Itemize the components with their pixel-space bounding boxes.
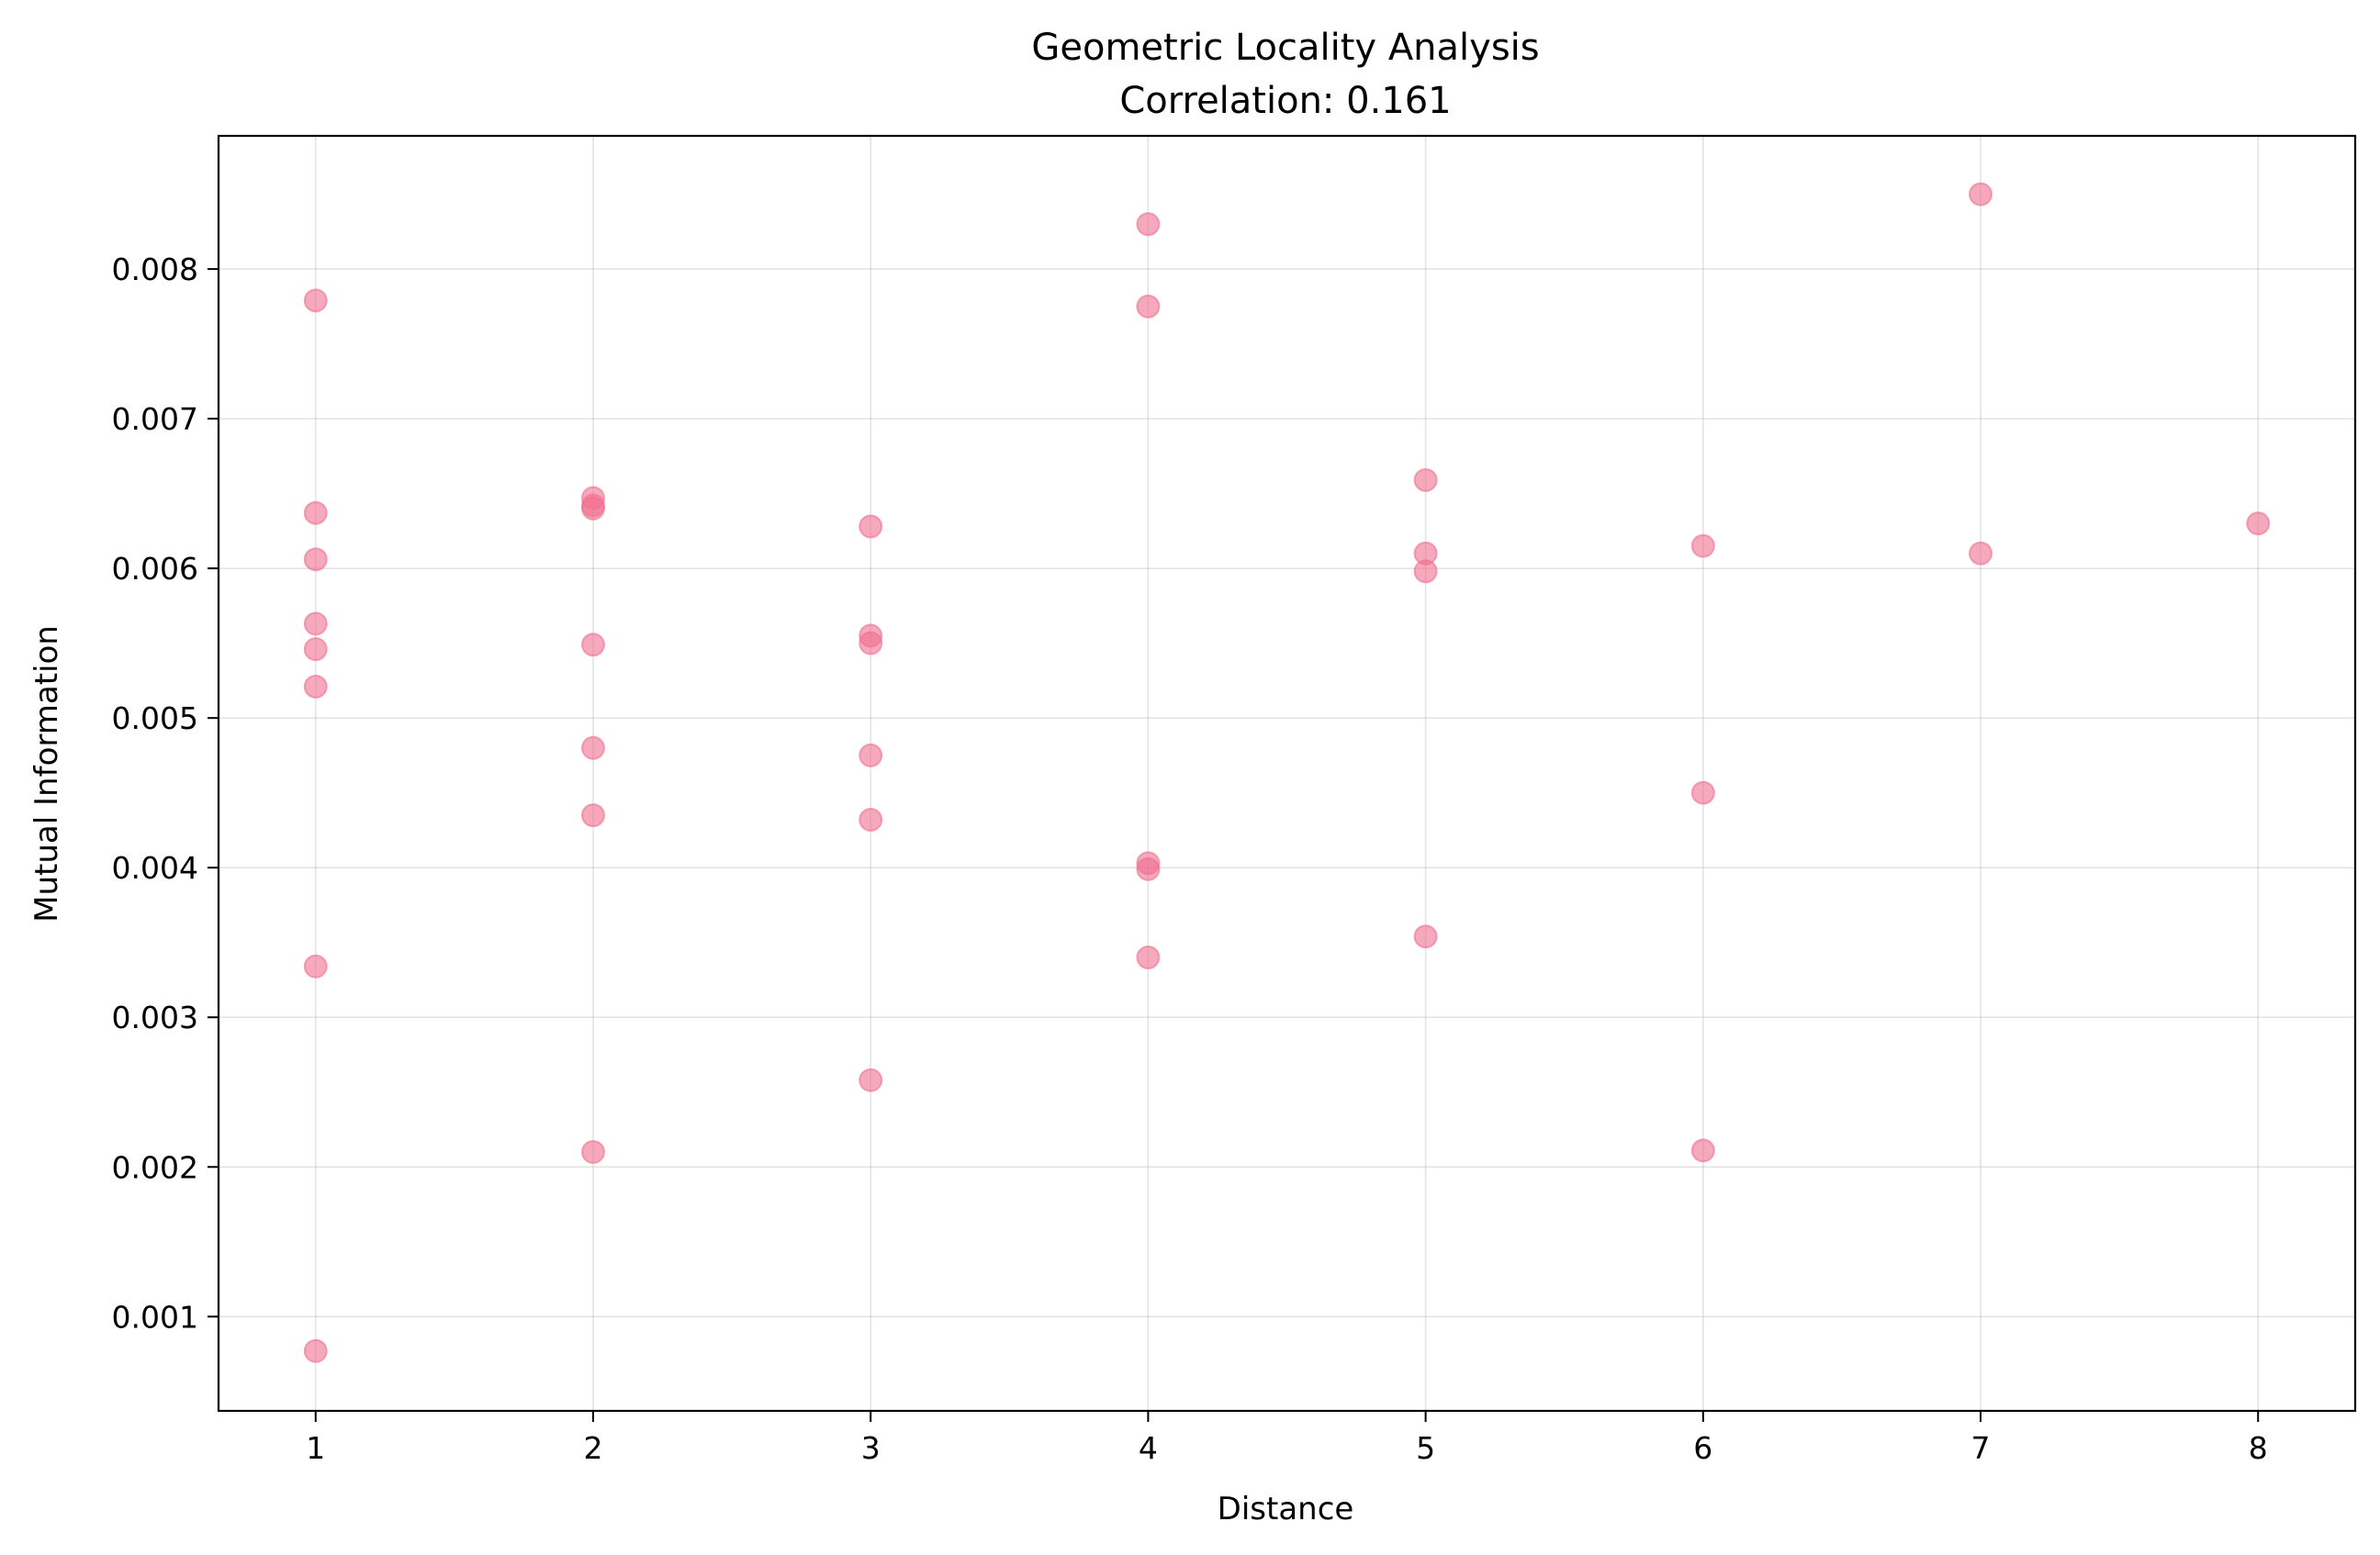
scatter-point	[1690, 780, 1715, 805]
y-tick-label: 0.003	[112, 1000, 198, 1035]
scatter-point	[859, 1068, 883, 1092]
grid-layer	[219, 136, 2355, 1411]
x-tick-label: 2	[583, 1430, 602, 1466]
scatter-point	[859, 514, 883, 539]
scatter-point	[303, 288, 328, 313]
scatter-point	[859, 631, 883, 655]
scatter-point	[1690, 533, 1715, 558]
scatter-point	[303, 500, 328, 525]
scatter-point	[303, 954, 328, 979]
x-tick-label: 4	[1139, 1430, 1158, 1466]
scatter-point	[1969, 541, 1993, 565]
scatter-point	[580, 1139, 605, 1164]
x-tick-label: 5	[1416, 1430, 1435, 1466]
x-tick-label: 7	[1971, 1430, 1991, 1466]
scatter-point	[859, 743, 883, 767]
scatter-point	[1690, 1138, 1715, 1163]
scatter-point	[303, 611, 328, 636]
scatter-point	[1136, 294, 1161, 319]
scatter-point	[2246, 511, 2271, 536]
scatter-point	[303, 1338, 328, 1363]
x-tick-label: 1	[306, 1430, 325, 1466]
x-axis-label: Distance	[1218, 1491, 1354, 1527]
y-axis-label: Mutual Information	[28, 625, 65, 923]
scatter-point	[580, 803, 605, 828]
scatter-point	[1413, 467, 1438, 492]
scatter-point	[1136, 945, 1161, 970]
chart-subtitle: Correlation: 0.161	[1119, 80, 1451, 122]
scatter-point	[1413, 559, 1438, 584]
scatter-point	[303, 674, 328, 699]
y-tick-label: 0.002	[112, 1149, 198, 1185]
scatter-point	[859, 808, 883, 833]
y-tick-label: 0.005	[112, 700, 198, 736]
ticks-layer: 1 2 3 4 5 6 7 8 0.001 0.002 0.003 0.004 0.005 0.006 0.…	[112, 252, 2268, 1466]
scatter-point	[580, 735, 605, 760]
scatter-point	[580, 632, 605, 657]
y-tick-label: 0.007	[112, 401, 198, 437]
chart-title: Geometric Locality Analysis	[1031, 27, 1539, 69]
scatter-point	[580, 496, 605, 520]
points-layer	[303, 182, 2271, 1363]
x-tick-label: 3	[861, 1430, 881, 1466]
plot-frame	[217, 134, 2357, 1413]
scatter-point	[1136, 212, 1161, 237]
scatter-point	[303, 547, 328, 572]
y-tick-label: 0.004	[112, 850, 198, 886]
scatter-point	[1969, 182, 1993, 207]
x-tick-label: 6	[1693, 1430, 1712, 1466]
y-tick-label: 0.008	[112, 252, 198, 287]
y-tick-label: 0.001	[112, 1299, 198, 1335]
y-tick-label: 0.006	[112, 551, 198, 587]
scatter-point	[1136, 856, 1161, 881]
scatter-point	[303, 637, 328, 662]
x-tick-label: 8	[2249, 1430, 2268, 1466]
scatter-point	[1413, 924, 1438, 949]
